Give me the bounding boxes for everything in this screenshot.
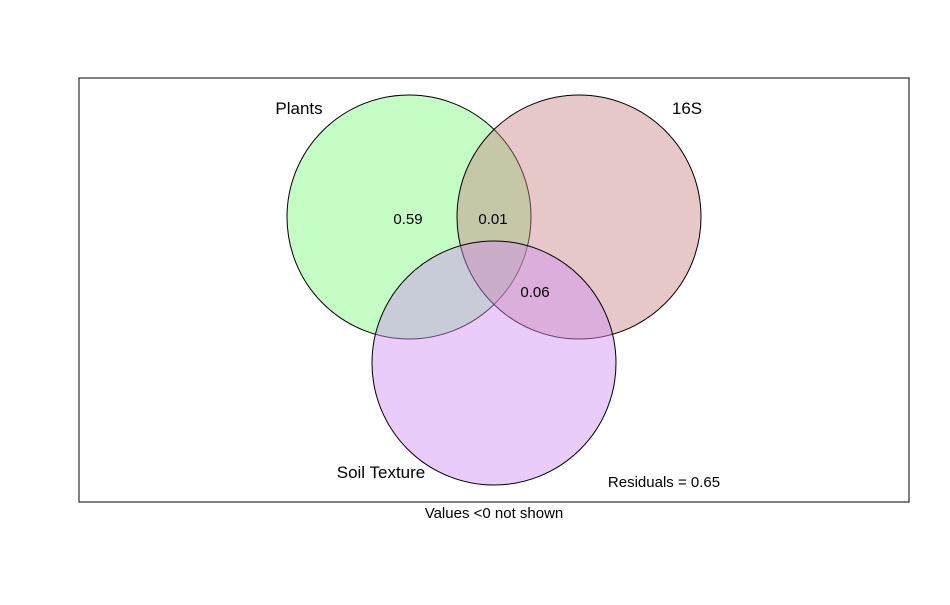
- set-label-16s: 16S: [672, 99, 702, 118]
- footnote-text: Values <0 not shown: [425, 505, 564, 522]
- set-label-soil-texture: Soil Texture: [337, 463, 426, 482]
- circle-16s: [456, 94, 702, 340]
- set-label-plants: Plants: [275, 99, 322, 118]
- plot-border: [78, 77, 910, 503]
- region-value-plants-only: 0.59: [393, 211, 422, 228]
- region-value-plants-16s: 0.01: [478, 211, 507, 228]
- residuals-text: Residuals = 0.65: [608, 474, 720, 491]
- circle-soil-texture: [371, 240, 617, 486]
- region-value-16s-soil: 0.06: [520, 284, 549, 301]
- circle-plants: [286, 94, 532, 340]
